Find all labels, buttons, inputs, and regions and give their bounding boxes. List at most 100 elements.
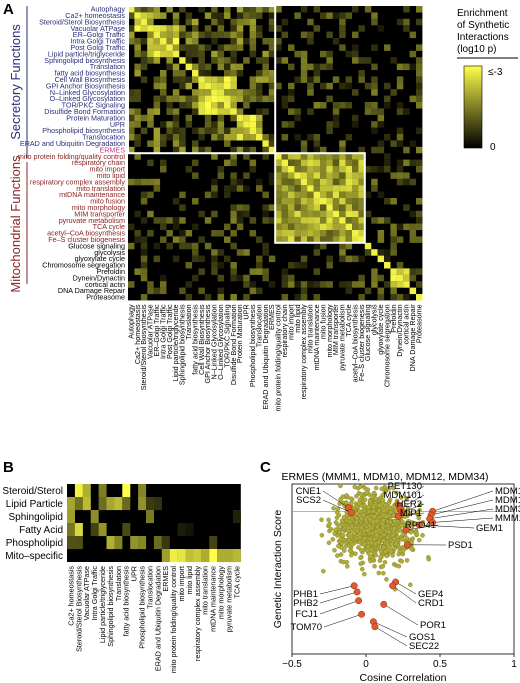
heatmap-a-cell <box>281 268 289 275</box>
scatter-point <box>378 554 383 559</box>
scatter-point <box>380 518 386 523</box>
heatmap-a-cell <box>140 63 148 71</box>
heatmap-a-cell <box>352 159 359 167</box>
heatmap-a-cell <box>211 268 218 275</box>
scatter-point <box>397 548 402 554</box>
heatmap-a-row-label: mito lipid <box>97 171 125 180</box>
heatmap-a-cell <box>320 198 327 205</box>
heatmap-a-cell <box>217 63 225 71</box>
heatmap-a-cell <box>217 18 225 26</box>
heatmap-a-cell <box>134 153 141 160</box>
heatmap-a-column-label: Chromosome segregation <box>382 304 391 387</box>
heatmap-a-cell <box>307 281 314 288</box>
heatmap-a-cell <box>352 166 359 173</box>
heatmap-a-cell <box>140 294 148 301</box>
heatmap-a-cell <box>224 108 231 115</box>
heatmap-a-cell <box>128 242 135 250</box>
heatmap-a-row-label: Dynein/Dynactin <box>73 273 125 282</box>
heatmap-a-cell <box>416 294 423 301</box>
scatter-point-label: GEM1 <box>476 523 503 534</box>
heatmap-a-cell <box>339 12 346 19</box>
scatter-point <box>347 515 352 521</box>
heatmap-a-cell <box>345 12 353 19</box>
scatter-point-label: CRD1 <box>418 598 444 609</box>
heatmap-a-cell <box>140 114 148 122</box>
heatmap-a-cell <box>179 31 186 39</box>
heatmap-b-row-label: Fatty Acid <box>19 525 63 536</box>
heatmap-a-column-label: Dynein/Dynactin <box>395 304 404 356</box>
heatmap-a-cell <box>307 18 314 26</box>
scatter-point <box>344 500 349 505</box>
heatmap-a-cell <box>288 281 295 288</box>
scatter-point <box>408 529 414 535</box>
heatmap-a-cell <box>294 236 301 243</box>
heatmap-a-cell <box>300 210 308 218</box>
heatmap-a-column-label: mtDNA maintenance <box>312 304 321 370</box>
heatmap-a-cell <box>249 166 257 173</box>
heatmap-a-cell <box>352 153 359 160</box>
heatmap-a-cell <box>192 38 199 45</box>
heatmap-a-cell <box>153 44 161 51</box>
heatmap-a-cell <box>230 63 237 71</box>
heatmap-a-cell <box>166 31 173 39</box>
heatmap-a-cell <box>384 134 391 141</box>
scatter-point <box>358 561 364 566</box>
heatmap-a-cell <box>211 121 218 128</box>
heatmap-a-cell <box>326 178 333 186</box>
panel-letter-b: B <box>3 459 14 476</box>
heatmap-a-column-label: TCA cycle <box>344 304 353 336</box>
heatmap-a-cell <box>224 76 231 83</box>
heatmap-a-cell <box>390 294 397 301</box>
heatmap-a-cell <box>396 102 404 109</box>
heatmap-a-cell <box>268 255 276 263</box>
heatmap-a-row-label: Prefoldin <box>97 267 125 276</box>
scatter-point <box>420 533 425 538</box>
heatmap-a-cell <box>307 108 314 115</box>
heatmap-a-cell <box>416 44 423 51</box>
scatter-point <box>389 541 394 547</box>
heatmap-b-cell <box>161 549 170 563</box>
heatmap-b-cell <box>98 523 107 537</box>
heatmap-a-cell <box>172 255 180 263</box>
heatmap-a-cell <box>371 249 378 256</box>
heatmap-a-cell <box>326 31 333 39</box>
heatmap-a-cell <box>153 57 161 64</box>
scatter-point <box>333 520 339 525</box>
scatter-point <box>395 534 401 540</box>
scatter-point <box>372 563 377 569</box>
scatter-point <box>362 536 368 541</box>
heatmap-a-cell <box>140 198 148 205</box>
heatmap-a-cell <box>204 191 212 199</box>
heatmap-a-cell <box>339 18 346 26</box>
heatmap-a-column-label: O–Linked Glycosylation <box>216 304 225 380</box>
heatmap-a-cell <box>236 12 244 19</box>
heatmap-a-cell <box>275 25 282 32</box>
heatmap-a-cell <box>256 134 263 141</box>
heatmap-a-cell <box>294 230 301 237</box>
heatmap-a-cell <box>179 134 186 141</box>
heatmap-b-cell <box>67 536 75 550</box>
heatmap-a-row-label: Chromosome segregation <box>42 261 125 270</box>
heatmap-a-cell <box>275 210 282 218</box>
heatmap-a-cell <box>339 236 346 243</box>
scatter-point <box>358 484 363 489</box>
scatter-point <box>361 541 367 547</box>
heatmap-a-cell <box>358 294 365 301</box>
scatter-point <box>394 490 399 496</box>
heatmap-a-cell <box>147 191 154 199</box>
scatter-point <box>339 540 345 546</box>
heatmap-a-cell <box>217 89 225 96</box>
heatmap-a-cell <box>416 159 423 167</box>
heatmap-a-cell <box>396 76 404 83</box>
heatmap-a-cell <box>371 217 378 224</box>
heatmap-a-cell <box>326 255 333 263</box>
heatmap-a-cell <box>217 274 225 282</box>
scatter-point <box>342 548 347 553</box>
heatmap-b-cell <box>74 523 83 537</box>
heatmap-a-cell <box>339 146 346 154</box>
heatmap-b-cell <box>106 536 115 550</box>
heatmap-a-cell <box>416 89 423 96</box>
scatter-point <box>357 535 362 540</box>
scatter-title: ERMES (MMM1, MDM10, MDM12, MDM34) <box>281 471 488 483</box>
scatter-point <box>354 511 360 516</box>
